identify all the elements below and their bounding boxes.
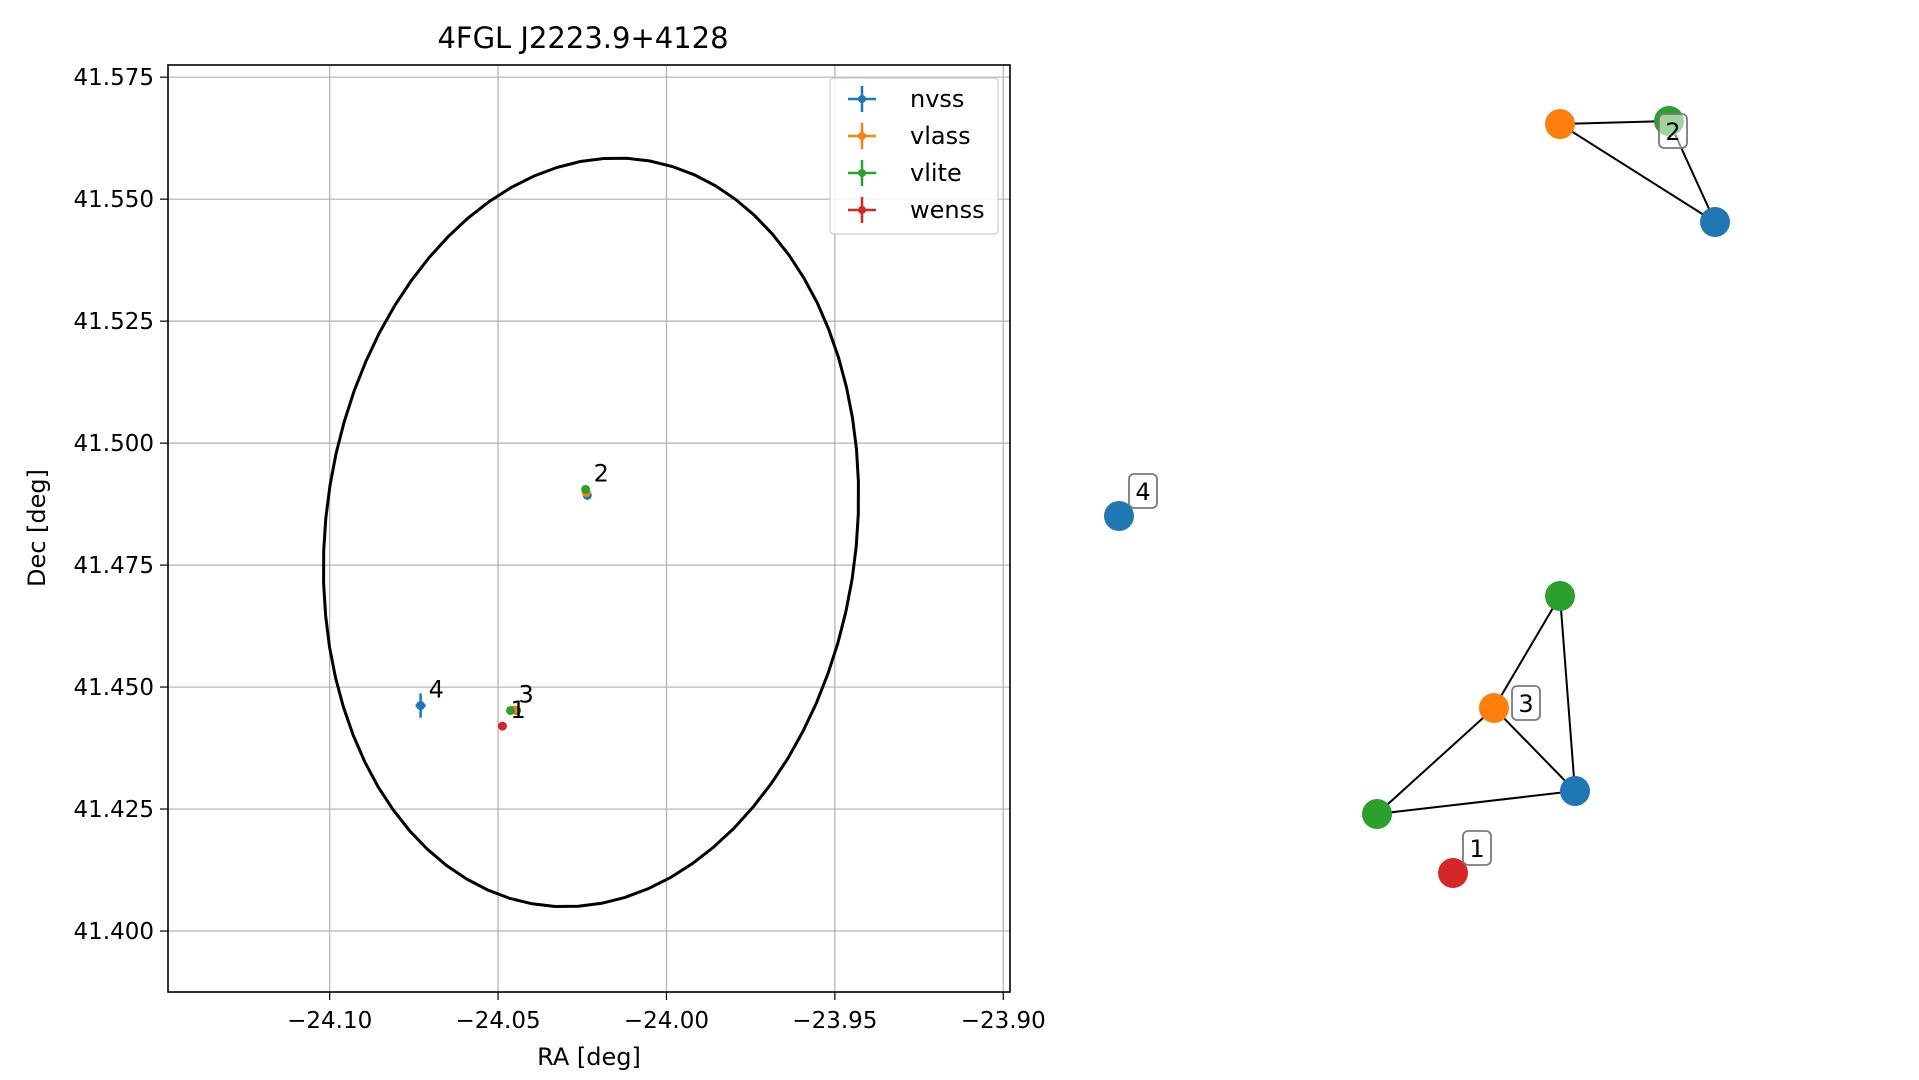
group-label-box: 2	[1658, 113, 1688, 149]
x-axis-label: RA [deg]	[537, 1043, 641, 1071]
source-label: 1	[510, 696, 525, 724]
network-node-nvss	[1104, 501, 1134, 531]
x-tick-label: −24.05	[456, 1008, 541, 1034]
y-ticks: 41.400 41.425 41.450 41.475 41.500 41.525 41.5…	[74, 65, 168, 945]
y-tick-label: 41.400	[74, 919, 154, 945]
network-edge	[1493, 595, 1561, 709]
legend-dot-vlass	[858, 132, 866, 140]
x-ticks: −24.10 −24.05 −24.00 −23.95 −23.90	[287, 992, 1046, 1034]
source-labels-layer: 2 31 4	[429, 459, 609, 724]
legend-label: vlite	[910, 159, 962, 187]
vlite-point	[581, 484, 591, 494]
group-label-box: 3	[1511, 685, 1541, 721]
group-label-frame	[1462, 830, 1492, 866]
y-tick-label: 41.550	[74, 187, 154, 213]
x-tick-label: −24.10	[287, 1008, 372, 1034]
network-node-vlass	[1479, 693, 1509, 723]
network-node-nvss	[1700, 207, 1730, 237]
chart-title: 4FGL J2223.9+4128	[437, 21, 728, 55]
network-group-labels: 2 4 3 1	[1128, 113, 1688, 866]
group-label: 1	[1469, 835, 1484, 863]
legend: nvss vlass vlite wenss	[829, 77, 999, 235]
source-label: 2	[594, 459, 609, 487]
network-edge	[1493, 707, 1576, 792]
network-node-vlite	[1545, 581, 1575, 611]
legend-label: vlass	[910, 122, 971, 150]
y-tick-label: 41.525	[74, 309, 154, 335]
legend-label: wenss	[910, 196, 985, 224]
network-edge	[1559, 123, 1716, 223]
network-node-vlass	[1545, 109, 1575, 139]
legend-dot-wenss	[858, 206, 866, 214]
network-edges	[1376, 120, 1716, 815]
legend-dot-nvss	[858, 95, 866, 103]
y-tick-label: 41.425	[74, 797, 154, 823]
network-edge	[1376, 707, 1495, 815]
network-graph: 2 4 3 1	[1104, 106, 1730, 888]
grid-lines	[168, 65, 1010, 992]
axes-frame	[167, 64, 1011, 993]
group-label: 3	[1518, 690, 1533, 718]
group-label-box: 4	[1128, 473, 1158, 509]
network-nodes	[1104, 106, 1730, 888]
y-tick-label: 41.475	[74, 553, 154, 579]
scatter-plot: 4FGL J2223.9+4128 2 31 4 −24.10 −24.05 −24.0…	[23, 21, 1046, 1071]
y-tick-label: 41.575	[74, 65, 154, 91]
network-edge	[1376, 790, 1576, 815]
group-label: 2	[1665, 118, 1680, 146]
error-ellipse	[322, 156, 860, 909]
network-node-vlite	[1362, 799, 1392, 829]
wenss-point	[497, 721, 507, 731]
legend-dot-vlite	[858, 169, 866, 177]
vlite-point	[506, 705, 516, 715]
nvss-point	[416, 701, 426, 711]
source-label: 4	[429, 676, 444, 704]
network-edge	[1559, 120, 1670, 125]
group-label: 4	[1135, 478, 1150, 506]
source-label: 3	[519, 680, 534, 708]
network-node-nvss	[1560, 776, 1590, 806]
y-axis-label: Dec [deg]	[23, 469, 51, 587]
x-tick-label: −23.95	[792, 1008, 877, 1034]
x-tick-label: −23.90	[961, 1008, 1046, 1034]
group-label-box: 1	[1462, 830, 1492, 866]
y-tick-label: 41.450	[74, 675, 154, 701]
network-node-wenss	[1438, 858, 1468, 888]
error-ellipse-layer	[322, 156, 860, 909]
data-points-layer	[415, 484, 592, 731]
group-label-frame	[1128, 473, 1158, 509]
legend-frame	[829, 77, 999, 235]
x-tick-label: −24.00	[624, 1008, 709, 1034]
y-tick-label: 41.500	[74, 431, 154, 457]
group-label-frame	[1658, 113, 1688, 149]
legend-label: nvss	[910, 85, 964, 113]
network-edge	[1559, 595, 1576, 792]
group-label-frame	[1511, 685, 1541, 721]
